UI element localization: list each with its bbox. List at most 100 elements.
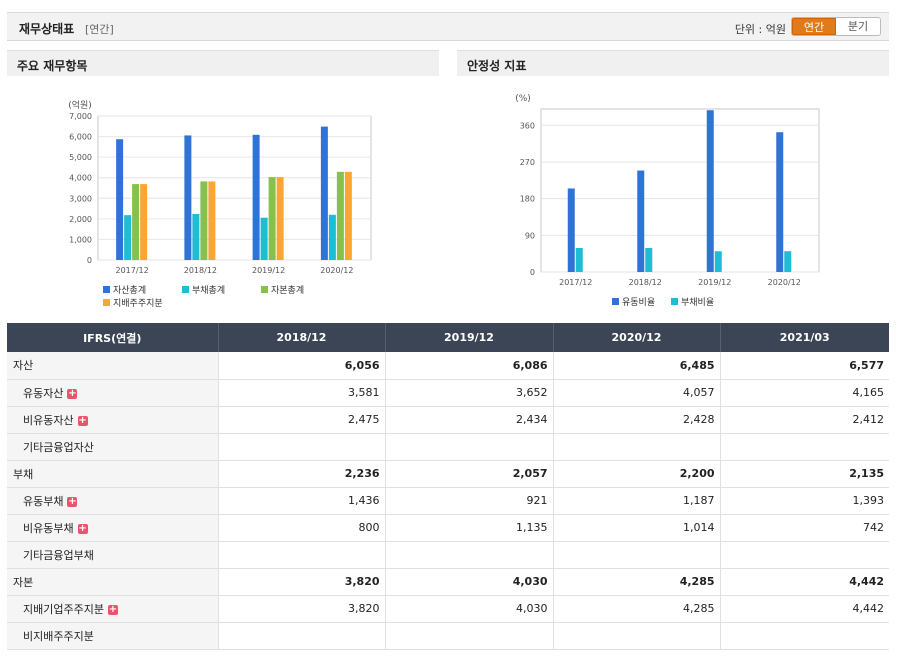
- x-tick-label: 2018/12: [629, 278, 662, 287]
- bar-부채비율: [575, 247, 583, 272]
- legend-swatch: [671, 298, 678, 305]
- legend-label: 자본총계: [271, 284, 304, 296]
- table-row: 자본 3,820 4,030 4,285 4,442: [7, 568, 889, 596]
- y-tick-label: 7,000: [69, 112, 92, 121]
- value-cell: 921: [385, 487, 554, 515]
- right-panel-header: 안정성 지표: [457, 50, 889, 76]
- row-label-cell: 비유동자산 +: [7, 406, 219, 434]
- row-label-cell: 부채: [7, 460, 219, 488]
- bar-자본총계: [336, 171, 344, 260]
- expand-plus-icon[interactable]: +: [67, 387, 78, 399]
- value-cell: 2,428: [553, 406, 721, 434]
- value-cell: 6,485: [553, 352, 721, 380]
- x-tick-label: 2018/12: [184, 266, 217, 275]
- y-tick-label: 5,000: [69, 153, 92, 162]
- value-cell: [218, 541, 386, 569]
- y-tick-label: 2,000: [69, 215, 92, 224]
- y-tick-label: 3,000: [69, 194, 92, 203]
- expand-plus-icon[interactable]: +: [107, 603, 118, 615]
- y-axis-label: (억원): [68, 99, 92, 111]
- table-row: 지배기업주주지분 +3,820 4,030 4,285 4,442: [7, 595, 889, 623]
- left-panel-title: 주요 재무항목: [17, 59, 88, 73]
- bar-부채총계: [260, 217, 268, 260]
- y-tick-label: 0: [530, 268, 535, 277]
- value-cell: [720, 541, 889, 569]
- y-tick-label: 6,000: [69, 133, 92, 142]
- legend-swatch: [103, 286, 110, 293]
- value-cell: [553, 433, 721, 461]
- row-label: 자본: [13, 575, 34, 589]
- x-tick-label: 2019/12: [698, 278, 731, 287]
- value-cell: 4,285: [553, 568, 721, 596]
- bar-부채총계: [192, 214, 200, 260]
- value-cell: 2,475: [218, 406, 386, 434]
- bar-자본총계: [132, 184, 140, 260]
- value-cell: 3,652: [385, 379, 554, 407]
- value-cell: 742: [720, 514, 889, 542]
- value-cell: 4,030: [385, 595, 554, 623]
- x-tick-label: 2017/12: [116, 266, 149, 275]
- legend-label: 지배주주지분: [113, 298, 163, 309]
- bar-유동비율: [567, 188, 575, 272]
- column-header: 2018/12: [218, 323, 386, 352]
- value-cell: 2,236: [218, 460, 386, 488]
- value-cell: 1,014: [553, 514, 721, 542]
- legend-swatch: [612, 298, 619, 305]
- row-label: 유동부채: [23, 494, 64, 508]
- value-cell: [218, 622, 386, 650]
- value-cell: 1,393: [720, 487, 889, 515]
- row-label: 유동자산: [23, 386, 64, 400]
- table-row: 비유동부채 +800 1,135 1,014 742: [7, 514, 889, 542]
- value-cell: 6,577: [720, 352, 889, 380]
- table-row: 비유동자산 +2,475 2,434 2,428 2,412: [7, 406, 889, 434]
- financial-items-chart: 0 1,000 2,000 3,000 4,000 5,000 6,000 7,000(억원)…: [68, 99, 372, 309]
- bar-지배주주지분: [344, 171, 352, 260]
- value-cell: 6,056: [218, 352, 386, 380]
- row-label: 부채: [13, 467, 34, 481]
- row-label-cell: 비지배주주지분: [7, 622, 219, 650]
- column-header: 2021/03: [720, 323, 889, 352]
- value-cell: 3,581: [218, 379, 386, 407]
- bar-자산총계: [116, 139, 124, 260]
- legend-label: 자산총계: [113, 284, 146, 296]
- row-label-cell: 유동부채 +: [7, 487, 219, 515]
- column-header: 2020/12: [553, 323, 721, 352]
- bar-유동비율: [776, 132, 784, 272]
- value-cell: [385, 541, 554, 569]
- value-cell: 3,820: [218, 595, 386, 623]
- table-row: 기타금융업부채: [7, 541, 889, 569]
- table-row: 자산 6,056 6,086 6,485 6,577: [7, 352, 889, 380]
- left-panel-header: 주요 재무항목: [7, 50, 439, 76]
- value-cell: [720, 433, 889, 461]
- column-header: 2019/12: [385, 323, 554, 352]
- expand-plus-icon[interactable]: +: [67, 495, 78, 507]
- row-label: 자산: [13, 359, 34, 373]
- page-subtitle: [연간]: [85, 23, 114, 36]
- row-label-cell: 유동자산 +: [7, 379, 219, 407]
- bar-부채비율: [645, 247, 653, 272]
- legend-swatch: [103, 299, 110, 306]
- value-cell: 2,434: [385, 406, 554, 434]
- value-cell: 3,820: [218, 568, 386, 596]
- bar-자산총계: [252, 134, 260, 260]
- x-tick-label: 2019/12: [252, 266, 285, 275]
- expand-plus-icon[interactable]: +: [77, 522, 88, 534]
- y-tick-label: 180: [520, 195, 535, 204]
- bar-자산총계: [184, 135, 192, 260]
- row-label-cell: 자본: [7, 568, 219, 596]
- annual-toggle-button[interactable]: 연간: [792, 18, 836, 35]
- y-tick-label: 0: [87, 256, 92, 265]
- row-label-cell: 기타금융업자산: [7, 433, 219, 461]
- period-toggle: 연간 분기: [791, 17, 881, 36]
- table-row: 비지배주주지분: [7, 622, 889, 650]
- table-row: 기타금융업자산: [7, 433, 889, 461]
- expand-plus-icon[interactable]: +: [77, 414, 88, 426]
- bar-부채비율: [714, 251, 722, 272]
- x-tick-label: 2020/12: [768, 278, 801, 287]
- bar-자산총계: [320, 126, 328, 260]
- quarter-toggle-button[interactable]: 분기: [836, 18, 880, 35]
- y-tick-label: 4,000: [69, 174, 92, 183]
- value-cell: 2,057: [385, 460, 554, 488]
- y-axis-label: (%): [515, 94, 531, 104]
- row-label: 기타금융업부채: [23, 548, 94, 562]
